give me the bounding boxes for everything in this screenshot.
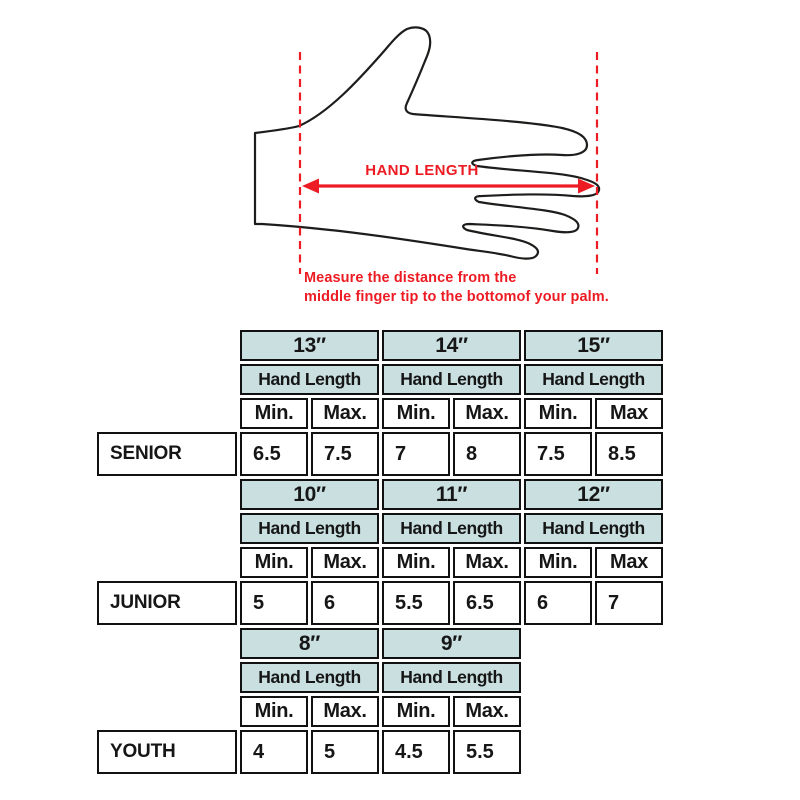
size-table-senior: 13″ 14″ 15″ Hand Length Hand Length Hand…	[94, 327, 666, 479]
size-tables: 13″ 14″ 15″ Hand Length Hand Length Hand…	[94, 327, 666, 777]
min-value-cell: 7	[382, 432, 450, 476]
size-table-youth: 8″ 9″ Hand Length Hand Length Min. Max. …	[94, 625, 524, 777]
hand-outline	[253, 26, 601, 260]
max-header-cell: Max	[595, 398, 663, 429]
max-header-cell: Max.	[311, 547, 379, 578]
max-header-cell: Max.	[453, 398, 521, 429]
size-table-junior: 10″ 11″ 12″ Hand Length Hand Length Hand…	[94, 476, 666, 628]
size-header-cell: 8″	[240, 628, 379, 659]
min-value-cell: 4.5	[382, 730, 450, 774]
max-value-cell: 6.5	[453, 581, 521, 625]
spacer-cell	[97, 628, 237, 659]
size-header-cell: 15″	[524, 330, 663, 361]
min-value-cell: 5	[240, 581, 308, 625]
hand-length-header-cell: Hand Length	[240, 364, 379, 395]
max-value-cell: 8	[453, 432, 521, 476]
size-header-cell: 14″	[382, 330, 521, 361]
size-header-cell: 9″	[382, 628, 521, 659]
hand-length-header-cell: Hand Length	[382, 662, 521, 693]
min-header-cell: Min.	[524, 398, 592, 429]
hand-length-label: HAND LENGTH	[365, 162, 479, 179]
row-label-cell: YOUTH	[97, 730, 237, 774]
row-label-cell: JUNIOR	[97, 581, 237, 625]
row-label-cell: SENIOR	[97, 432, 237, 476]
spacer-cell	[97, 364, 237, 395]
arrow-head-left	[302, 178, 319, 194]
max-header-cell: Max.	[311, 398, 379, 429]
spacer-cell	[97, 479, 237, 510]
max-value-cell: 7	[595, 581, 663, 625]
max-header-cell: Max.	[311, 696, 379, 727]
size-header-cell: 12″	[524, 479, 663, 510]
min-header-cell: Min.	[382, 696, 450, 727]
size-header-cell: 13″	[240, 330, 379, 361]
max-value-cell: 7.5	[311, 432, 379, 476]
hand-length-header-cell: Hand Length	[382, 364, 521, 395]
min-value-cell: 7.5	[524, 432, 592, 476]
min-header-cell: Min.	[240, 398, 308, 429]
hand-length-header-cell: Hand Length	[524, 364, 663, 395]
min-header-cell: Min.	[524, 547, 592, 578]
spacer-cell	[97, 513, 237, 544]
spacer-cell	[97, 330, 237, 361]
size-header-cell: 11″	[382, 479, 521, 510]
min-header-cell: Min.	[240, 547, 308, 578]
instruction-line-2: middle finger tip to the bottomof your p…	[304, 289, 609, 305]
hand-length-header-cell: Hand Length	[240, 662, 379, 693]
max-value-cell: 6	[311, 581, 379, 625]
max-header-cell: Max	[595, 547, 663, 578]
hand-length-header-cell: Hand Length	[382, 513, 521, 544]
max-value-cell: 8.5	[595, 432, 663, 476]
max-value-cell: 5	[311, 730, 379, 774]
max-header-cell: Max.	[453, 547, 521, 578]
instruction-line-1: Measure the distance from the	[304, 270, 517, 286]
max-header-cell: Max.	[453, 696, 521, 727]
spacer-cell	[97, 398, 237, 429]
size-header-cell: 10″	[240, 479, 379, 510]
min-header-cell: Min.	[382, 547, 450, 578]
spacer-cell	[97, 547, 237, 578]
hand-length-header-cell: Hand Length	[240, 513, 379, 544]
min-value-cell: 6.5	[240, 432, 308, 476]
min-value-cell: 6	[524, 581, 592, 625]
min-value-cell: 4	[240, 730, 308, 774]
min-header-cell: Min.	[240, 696, 308, 727]
spacer-cell	[97, 696, 237, 727]
min-value-cell: 5.5	[382, 581, 450, 625]
min-header-cell: Min.	[382, 398, 450, 429]
max-value-cell: 5.5	[453, 730, 521, 774]
hand-length-header-cell: Hand Length	[524, 513, 663, 544]
measure-instructions: Measure the distance from the middle fin…	[304, 269, 609, 307]
spacer-cell	[97, 662, 237, 693]
arrow-head-right	[578, 178, 595, 194]
